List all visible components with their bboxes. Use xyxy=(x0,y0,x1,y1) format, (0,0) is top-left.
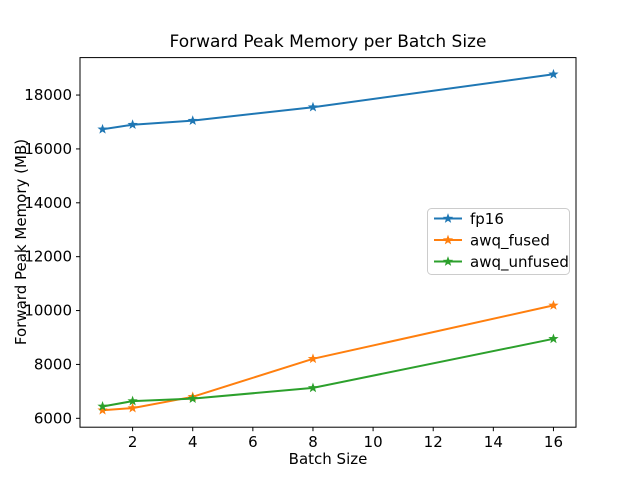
x-tick-label: 8 xyxy=(308,433,318,451)
legend-item-awq_unfused: awq_unfused xyxy=(434,253,569,272)
data-point xyxy=(187,115,198,126)
data-point xyxy=(127,119,138,130)
data-point xyxy=(307,353,319,364)
legend: fp16 awq_fused awq_unfused xyxy=(427,208,570,275)
data-point xyxy=(548,333,559,344)
x-tick-label: 4 xyxy=(188,433,198,451)
x-tick-label: 12 xyxy=(424,433,443,451)
chart-title: Forward Peak Memory per Batch Size xyxy=(170,32,487,52)
y-tick-label: 10000 xyxy=(24,302,72,320)
data-point xyxy=(127,395,138,406)
y-tick-label: 16000 xyxy=(24,140,72,158)
x-tick-label: 14 xyxy=(484,433,503,451)
data-point xyxy=(187,393,198,404)
legend-label: fp16 xyxy=(470,210,504,228)
data-point xyxy=(307,382,319,393)
legend-item-fp16: fp16 xyxy=(434,210,504,228)
data-point xyxy=(97,401,108,411)
y-axis-label: Forward Peak Memory (MB) xyxy=(12,139,30,345)
x-axis-label: Batch Size xyxy=(289,450,368,468)
y-tick-label: 14000 xyxy=(24,194,72,212)
series-awq_unfused xyxy=(97,333,559,411)
series-line xyxy=(102,304,554,412)
legend-label: awq_unfused xyxy=(470,253,569,272)
series-awq_fused xyxy=(97,300,559,415)
y-tick-label: 12000 xyxy=(24,248,72,266)
x-tick-label: 16 xyxy=(544,433,563,451)
legend-box xyxy=(427,208,570,275)
data-point xyxy=(127,402,138,413)
y-tick-label: 8000 xyxy=(34,355,72,373)
data-point xyxy=(548,300,559,310)
data-point xyxy=(97,404,108,415)
plot-frame xyxy=(79,57,577,428)
series-fp16 xyxy=(97,68,559,134)
data-point xyxy=(97,123,108,134)
legend-handle-marker xyxy=(442,213,454,223)
series-line xyxy=(102,73,554,131)
legend-handle-marker xyxy=(442,234,454,245)
y-tick-label: 6000 xyxy=(34,409,72,427)
x-tick-label: 10 xyxy=(364,433,383,451)
legend-label: awq_fused xyxy=(470,232,550,251)
data-point xyxy=(307,101,319,112)
series-line xyxy=(102,337,554,408)
x-tick-label: 2 xyxy=(128,433,138,451)
y-tick-label: 18000 xyxy=(24,86,72,104)
data-point xyxy=(548,68,559,79)
legend-item-awq_fused: awq_fused xyxy=(434,232,550,251)
x-tick-label: 6 xyxy=(248,433,258,451)
legend-handle-marker xyxy=(442,256,454,266)
